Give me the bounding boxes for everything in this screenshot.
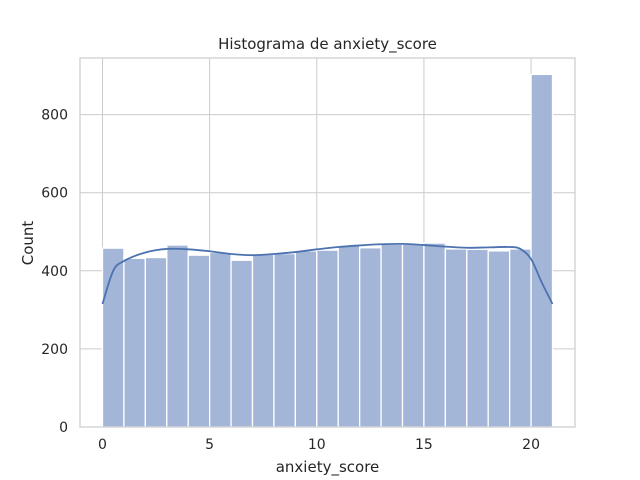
histogram-bar-20 (530, 73, 554, 428)
x-axis-label: anxiety_score (276, 458, 380, 477)
histogram-bar-13 (380, 243, 404, 428)
y-tick-label-1: 200 (41, 342, 68, 358)
y-axis-label: Count (19, 221, 37, 266)
histogram-bar-14 (401, 243, 425, 428)
x-tick-label-2: 10 (308, 437, 326, 453)
histogram-bar-11 (337, 244, 361, 428)
histogram-bar-19 (508, 248, 532, 428)
histogram-bar-0 (101, 247, 125, 428)
x-tick-label-3: 15 (415, 437, 433, 453)
y-tick-label-0: 0 (59, 420, 68, 436)
histogram-bar-12 (358, 247, 382, 428)
histogram-bar-8 (273, 252, 297, 428)
x-tick-label-1: 5 (205, 437, 214, 453)
histogram-bar-6 (230, 259, 254, 428)
histogram-bar-5 (208, 251, 232, 428)
y-tick-label-3: 600 (41, 186, 68, 202)
histogram-bar-9 (294, 250, 318, 428)
histogram-bar-16 (444, 248, 468, 428)
histogram-bar-4 (187, 254, 211, 428)
histogram-bar-2 (144, 256, 168, 428)
histogram-bar-3 (166, 244, 189, 428)
x-tick-label-4: 20 (522, 437, 540, 453)
histogram-bar-17 (466, 248, 489, 428)
x-tick-label-0: 0 (98, 437, 107, 453)
kde-line (101, 242, 554, 305)
histogram-bar-10 (316, 249, 339, 428)
plot-frame (79, 57, 576, 428)
histogram-bar-7 (251, 253, 275, 428)
y-tick-label-4: 800 (41, 108, 68, 124)
histogram-bar-18 (487, 250, 511, 428)
y-tick-label-2: 400 (41, 264, 68, 280)
histogram-bar-15 (423, 242, 447, 428)
histogram-bar-1 (123, 257, 147, 428)
chart-title: Histograma de anxiety_score (218, 35, 437, 54)
